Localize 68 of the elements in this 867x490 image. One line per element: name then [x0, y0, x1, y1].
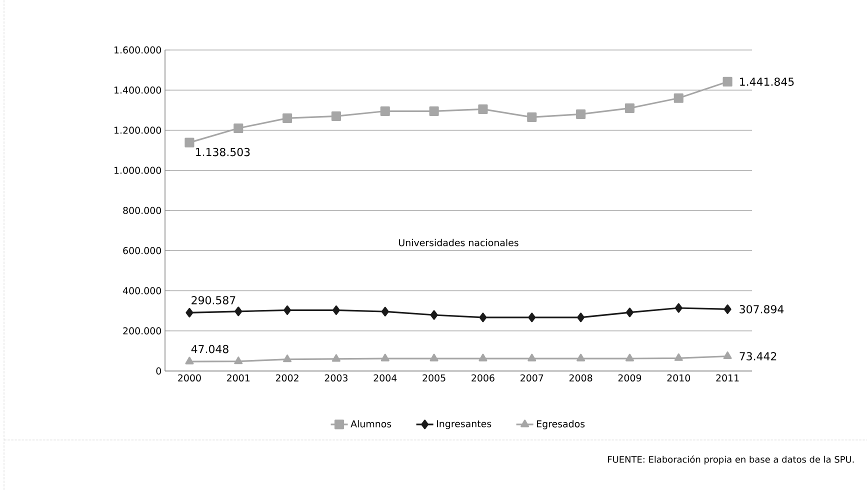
point — [429, 106, 439, 116]
point — [430, 310, 438, 320]
point — [577, 312, 585, 322]
point — [478, 104, 488, 114]
data-label: 73.442 — [740, 352, 776, 360]
legend-label: Alumnos — [350, 420, 392, 428]
point — [723, 351, 732, 360]
point — [381, 306, 389, 316]
x-tick-label: 2008 — [569, 374, 592, 382]
point — [284, 305, 292, 315]
point — [624, 103, 634, 113]
source-note: FUENTE: Elaboración propia en base a datos de la SPU. — [608, 455, 854, 464]
point — [234, 306, 242, 316]
point — [479, 312, 487, 322]
point — [626, 308, 634, 318]
x-tick-label: 2006 — [472, 374, 494, 382]
data-label: 1.441.845 — [740, 78, 794, 86]
x-tick-label: 2003 — [324, 374, 348, 382]
annotation: Universidades nacionales — [399, 238, 518, 246]
point — [576, 109, 586, 119]
y-tick-label: 800.000 — [123, 206, 162, 214]
point — [674, 303, 682, 313]
point — [528, 312, 536, 322]
x-tick-label: 2010 — [667, 374, 690, 382]
y-tick-label: 600.000 — [123, 247, 162, 254]
y-tick-label: 1.000.000 — [114, 166, 162, 174]
point — [674, 353, 683, 361]
x-tick-label: 2002 — [276, 374, 298, 382]
y-tick-label: 1.400.000 — [114, 86, 162, 94]
point — [185, 356, 194, 364]
data-label: 307.894 — [740, 305, 784, 314]
x-tick-label: 2007 — [520, 374, 544, 382]
point — [674, 93, 684, 103]
x-tick-label: 2011 — [716, 374, 739, 382]
point — [625, 354, 634, 362]
point — [380, 106, 390, 116]
point — [528, 354, 536, 362]
point — [724, 304, 732, 314]
data-label: 47.048 — [191, 344, 228, 354]
point — [332, 354, 340, 362]
y-tick-label: 400.000 — [122, 287, 162, 294]
point — [576, 354, 586, 362]
y-tick-label: 0 — [156, 367, 162, 375]
point — [332, 305, 340, 315]
x-tick-label: 2005 — [422, 374, 446, 382]
point — [527, 112, 537, 122]
data-label: 1.138.503 — [196, 148, 250, 156]
x-tick-label: 2001 — [227, 374, 250, 382]
point — [184, 138, 194, 148]
point — [380, 354, 390, 362]
point — [234, 356, 243, 364]
y-tick-label: 200.000 — [123, 327, 162, 334]
x-tick-label: 2009 — [618, 374, 642, 382]
point — [722, 76, 732, 86]
point — [186, 308, 194, 318]
legend-label: Egresados — [537, 420, 585, 430]
point — [234, 123, 244, 134]
y-tick-label: 1.200.000 — [114, 126, 162, 134]
point — [430, 354, 438, 362]
point — [478, 354, 488, 362]
x-tick-label: 2004 — [374, 374, 397, 382]
data-label: 290.587 — [192, 296, 236, 304]
y-tick-label: 1.600.000 — [114, 46, 162, 54]
point — [282, 113, 292, 123]
point — [283, 354, 292, 362]
x-tick-label: 2000 — [178, 374, 201, 382]
legend-label: Ingresantes — [437, 420, 492, 430]
point — [331, 111, 341, 121]
